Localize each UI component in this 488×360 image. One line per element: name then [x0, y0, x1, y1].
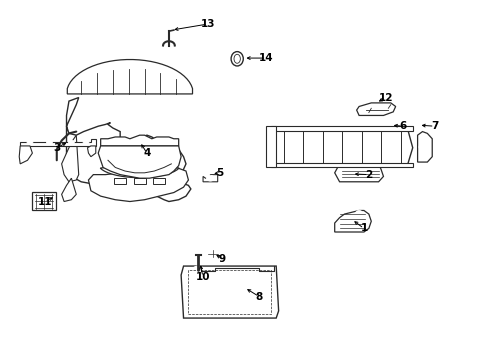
Circle shape [418, 143, 428, 150]
Ellipse shape [234, 54, 240, 63]
Polygon shape [134, 178, 145, 184]
Circle shape [355, 211, 362, 216]
Text: 4: 4 [143, 148, 150, 158]
Circle shape [27, 140, 33, 144]
Polygon shape [61, 135, 79, 182]
Polygon shape [417, 132, 431, 162]
Text: 8: 8 [255, 292, 262, 302]
Polygon shape [271, 163, 412, 167]
Circle shape [192, 266, 203, 275]
Text: 2: 2 [365, 170, 372, 180]
Polygon shape [266, 126, 276, 167]
Polygon shape [67, 59, 192, 94]
Text: 13: 13 [200, 19, 215, 29]
Ellipse shape [231, 51, 243, 66]
Circle shape [68, 140, 74, 144]
Circle shape [205, 248, 219, 258]
Polygon shape [66, 98, 190, 202]
Polygon shape [356, 103, 395, 116]
Polygon shape [203, 175, 217, 182]
Polygon shape [334, 164, 383, 182]
Circle shape [338, 224, 345, 229]
Polygon shape [20, 139, 96, 146]
Polygon shape [98, 146, 181, 178]
Polygon shape [271, 126, 412, 131]
Polygon shape [114, 178, 126, 184]
Polygon shape [101, 135, 178, 146]
Text: 3: 3 [53, 143, 61, 153]
Text: 14: 14 [259, 53, 273, 63]
Circle shape [83, 140, 89, 144]
Polygon shape [181, 266, 278, 318]
Polygon shape [87, 146, 96, 157]
Text: 7: 7 [430, 121, 437, 131]
Text: 1: 1 [360, 224, 367, 233]
Polygon shape [88, 166, 188, 202]
Text: 9: 9 [219, 254, 225, 264]
Circle shape [206, 175, 214, 181]
Text: 12: 12 [378, 93, 392, 103]
Polygon shape [19, 146, 32, 164]
Polygon shape [61, 178, 76, 202]
Text: 10: 10 [195, 272, 210, 282]
Text: 6: 6 [399, 121, 406, 131]
Polygon shape [271, 130, 412, 164]
Text: 11: 11 [37, 197, 52, 207]
Polygon shape [153, 178, 164, 184]
Polygon shape [334, 211, 370, 232]
Polygon shape [100, 167, 179, 177]
Circle shape [46, 140, 52, 144]
Circle shape [365, 108, 371, 113]
Polygon shape [32, 192, 56, 211]
Circle shape [383, 106, 390, 111]
Text: 5: 5 [216, 168, 224, 178]
